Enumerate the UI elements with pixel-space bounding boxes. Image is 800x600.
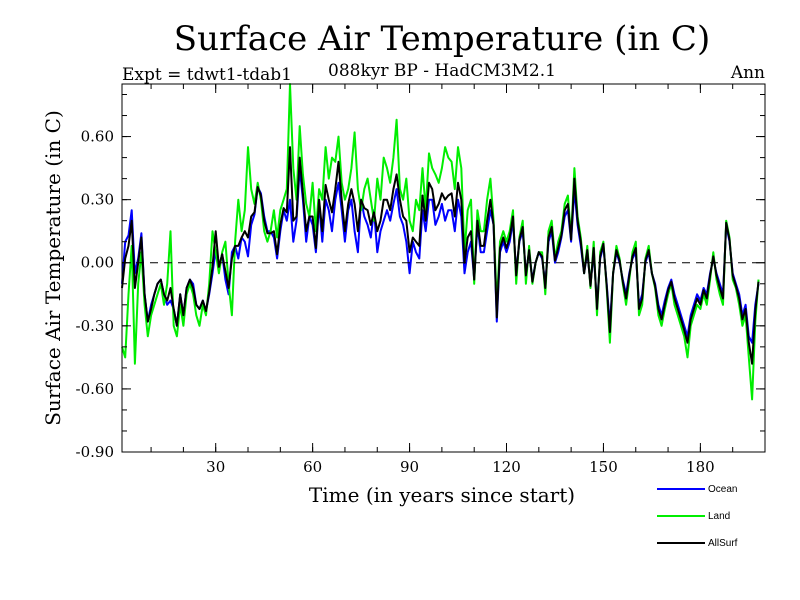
tick-layer: 30 60 90 120 150 180 -0.90 -0.60 -0.30 0.00 0.30 0.… — [76, 84, 766, 476]
legend-label-allsurf: AllSurf — [708, 538, 738, 549]
x-tick-label: 120 — [492, 458, 521, 476]
x-tick-label: 30 — [206, 458, 225, 476]
series-layer — [121, 83, 760, 401]
legend-label-ocean: Ocean — [708, 484, 737, 495]
chart-title: Surface Air Temperature (in C) — [174, 19, 710, 59]
x-tick-label: 60 — [303, 458, 322, 476]
chart-subtitle: 088kyr BP - HadCM3M2.1 — [328, 61, 556, 81]
legend-label-land: Land — [708, 511, 730, 522]
season-label: Ann — [730, 63, 765, 83]
y-tick-label: 0.00 — [81, 254, 114, 272]
plot-frame — [121, 83, 766, 453]
y-tick-label: -0.30 — [76, 317, 114, 335]
x-axis-label: Time (in years since start) — [309, 483, 575, 507]
experiment-label: Expt = tdwt1-tdab1 — [122, 65, 292, 85]
x-tick-label: 150 — [589, 458, 618, 476]
y-tick-label: -0.60 — [76, 380, 114, 398]
y-tick-label: -0.90 — [76, 443, 114, 461]
plot-area: 30 60 90 120 150 180 -0.90 -0.60 -0.30 0.00 0.30 0.… — [76, 83, 766, 476]
series-line-allsurf — [121, 146, 760, 365]
y-tick-label: 0.60 — [81, 128, 114, 146]
legend: Ocean Land AllSurf — [657, 484, 738, 549]
y-axis-label: Surface Air Temperature (in C) — [41, 110, 65, 426]
y-tick-label: 0.30 — [81, 191, 114, 209]
x-tick-label: 180 — [686, 458, 715, 476]
x-tick-label: 90 — [400, 458, 419, 476]
